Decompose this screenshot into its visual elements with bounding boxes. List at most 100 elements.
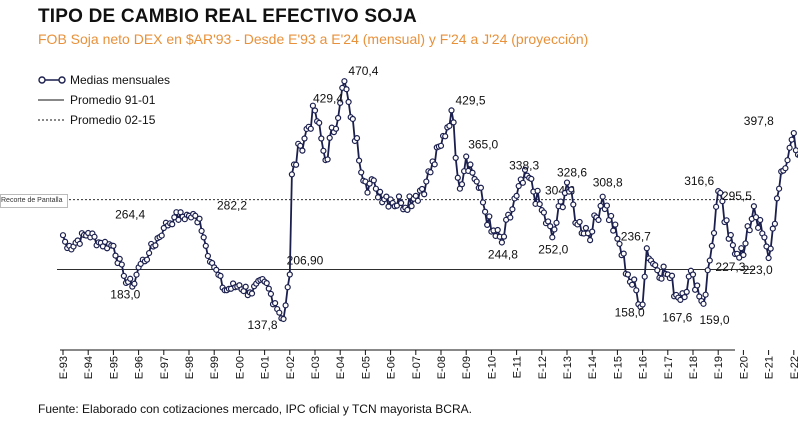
data-point-monthly bbox=[786, 144, 793, 151]
data-point-monthly bbox=[708, 242, 716, 249]
data-point-monthly bbox=[568, 186, 575, 193]
data-point-monthly bbox=[616, 240, 623, 248]
data-point-monthly bbox=[790, 129, 797, 137]
data-point-monthly bbox=[204, 252, 211, 260]
data-point-monthly bbox=[374, 194, 382, 201]
data-point-monthly bbox=[242, 283, 249, 290]
x-tick-label: E-03 bbox=[310, 356, 322, 379]
data-point-monthly bbox=[547, 223, 554, 230]
data-point-monthly bbox=[576, 218, 583, 226]
data-label: 282,2 bbox=[217, 199, 247, 213]
data-label: 137,8 bbox=[248, 318, 278, 332]
data-point-monthly bbox=[412, 192, 419, 199]
data-point-monthly bbox=[450, 119, 457, 126]
data-label: 183,0 bbox=[110, 288, 140, 302]
data-label: 227,3 bbox=[715, 260, 745, 274]
data-point-monthly bbox=[704, 267, 711, 274]
data-point-monthly bbox=[442, 133, 449, 140]
data-point-monthly bbox=[152, 242, 159, 249]
data-point-monthly bbox=[528, 175, 535, 182]
data-point-monthly bbox=[706, 257, 713, 264]
data-point-monthly bbox=[652, 262, 659, 269]
data-point-monthly bbox=[631, 276, 638, 283]
data-point-monthly bbox=[393, 202, 400, 209]
data-label: 158,0 bbox=[615, 306, 645, 320]
x-tick-label: E-98 bbox=[184, 356, 196, 379]
data-point-monthly bbox=[127, 275, 134, 282]
data-point-monthly bbox=[717, 189, 724, 197]
data-point-monthly bbox=[213, 266, 220, 273]
x-tick-label: E-18 bbox=[688, 356, 700, 379]
data-point-monthly bbox=[349, 115, 356, 123]
data-point-monthly bbox=[509, 206, 516, 213]
data-point-monthly bbox=[551, 226, 558, 233]
data-point-monthly bbox=[467, 161, 474, 168]
data-point-monthly bbox=[76, 240, 83, 247]
data-point-monthly bbox=[771, 220, 779, 227]
data-point-monthly bbox=[143, 256, 151, 263]
data-point-monthly bbox=[286, 271, 293, 278]
data-point-monthly bbox=[727, 231, 734, 239]
data-point-monthly bbox=[484, 221, 491, 229]
data-point-monthly bbox=[311, 107, 319, 114]
data-point-monthly bbox=[597, 202, 604, 210]
data-label: 264,4 bbox=[115, 207, 145, 221]
legend-marker-line-dots-icon bbox=[38, 76, 66, 84]
data-point-monthly bbox=[624, 271, 632, 278]
data-point-monthly bbox=[307, 125, 314, 132]
data-point-monthly bbox=[719, 198, 726, 205]
data-point-monthly bbox=[761, 234, 768, 241]
x-tick-label: E-11 bbox=[512, 356, 524, 378]
data-point-monthly bbox=[521, 166, 529, 173]
data-point-monthly bbox=[356, 157, 363, 164]
data-label: 470,4 bbox=[348, 64, 378, 78]
data-point-monthly bbox=[500, 233, 508, 240]
data-point-monthly bbox=[370, 177, 377, 184]
data-point-monthly bbox=[383, 193, 390, 200]
data-point-monthly bbox=[414, 197, 421, 204]
data-point-monthly bbox=[341, 78, 348, 85]
data-point-monthly bbox=[700, 300, 707, 307]
data-point-monthly bbox=[614, 235, 621, 242]
data-point-monthly bbox=[660, 263, 667, 270]
data-label: 429,4 bbox=[313, 91, 343, 105]
data-point-monthly bbox=[486, 213, 493, 220]
data-point-monthly bbox=[643, 245, 650, 252]
data-point-monthly bbox=[297, 142, 304, 149]
legend-dashed-line-icon bbox=[38, 119, 64, 121]
data-point-monthly bbox=[658, 275, 665, 282]
data-point-monthly bbox=[595, 216, 602, 224]
legend-item-monthly: Medias mensuales bbox=[38, 70, 170, 90]
data-point-monthly bbox=[299, 147, 306, 154]
x-tick-label: E-00 bbox=[234, 356, 246, 379]
data-point-monthly bbox=[112, 252, 119, 259]
data-point-monthly bbox=[549, 234, 556, 241]
data-point-monthly bbox=[160, 224, 167, 232]
data-point-monthly bbox=[458, 181, 466, 188]
data-point-monthly bbox=[61, 238, 69, 245]
data-point-monthly bbox=[284, 284, 291, 291]
data-point-monthly bbox=[712, 203, 720, 210]
data-point-monthly bbox=[736, 254, 743, 261]
data-point-monthly bbox=[513, 192, 520, 199]
source-note: Fuente: Elaborado con cotizaciones merca… bbox=[38, 402, 472, 416]
data-point-monthly bbox=[784, 157, 791, 164]
data-point-monthly bbox=[463, 153, 470, 160]
data-point-monthly bbox=[192, 212, 199, 219]
data-point-monthly bbox=[477, 184, 484, 191]
data-point-monthly bbox=[404, 206, 411, 214]
reference-line-label: 206,90 bbox=[287, 254, 324, 268]
data-point-monthly bbox=[423, 178, 430, 185]
data-point-monthly bbox=[469, 169, 476, 176]
data-point-monthly bbox=[746, 227, 753, 234]
data-point-monthly bbox=[536, 201, 543, 208]
data-point-monthly bbox=[431, 161, 438, 168]
data-point-monthly bbox=[133, 271, 140, 278]
data-point-monthly bbox=[169, 221, 176, 228]
data-point-monthly bbox=[473, 178, 480, 185]
data-point-monthly bbox=[345, 98, 352, 106]
data-point-monthly bbox=[677, 296, 684, 303]
data-point-monthly bbox=[454, 174, 461, 181]
data-label: 252,0 bbox=[538, 242, 568, 256]
data-point-monthly bbox=[586, 237, 594, 244]
